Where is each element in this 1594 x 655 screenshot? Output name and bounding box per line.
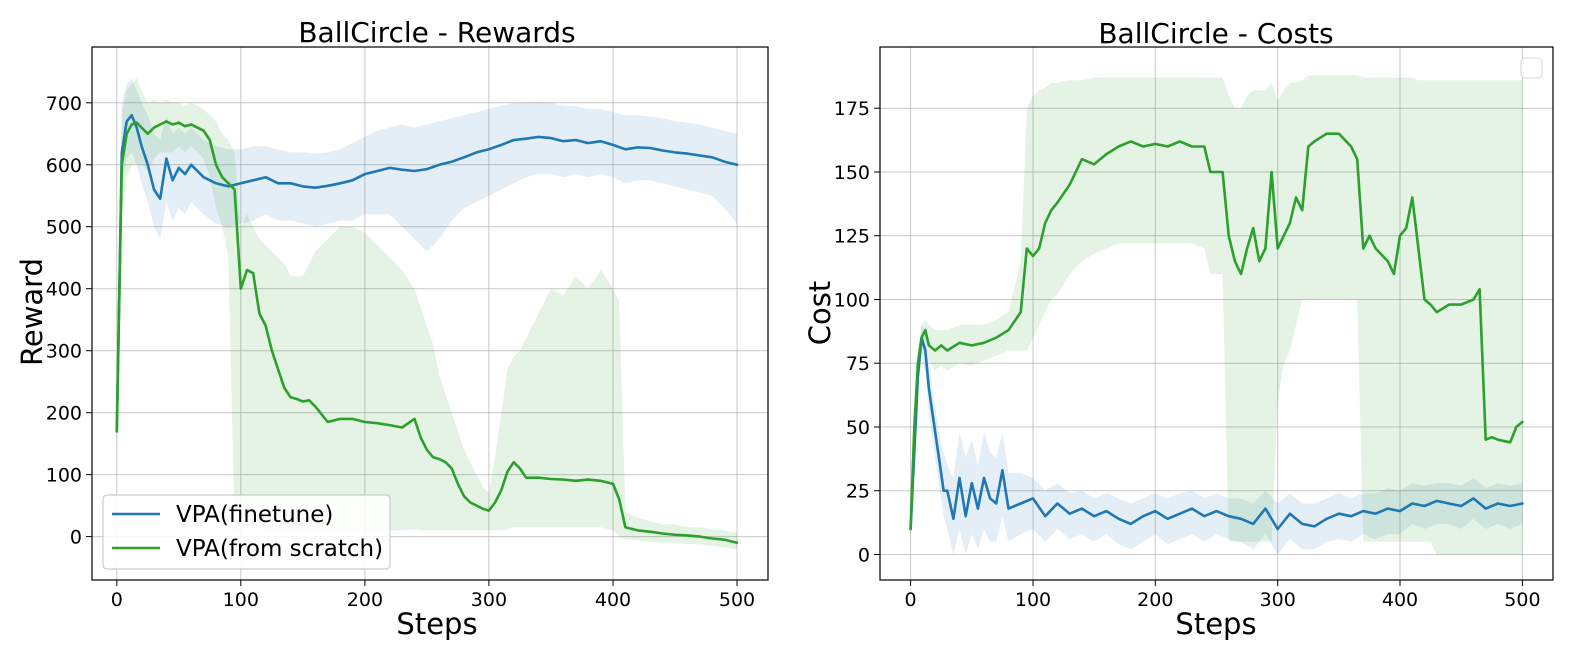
rewards-x-axis-label: Steps	[396, 607, 477, 641]
y-tick-label: 125	[834, 226, 870, 248]
x-tick-label: 100	[223, 589, 259, 611]
legend-label-scratch: VPA(from scratch)	[176, 536, 383, 562]
x-tick-label: 0	[111, 589, 123, 611]
y-tick-label: 25	[846, 481, 870, 503]
costs-x-ticks: 0 100 200 300 400 500	[905, 580, 1541, 611]
y-tick-label: 75	[846, 353, 870, 375]
y-tick-label: 700	[46, 93, 82, 115]
rewards-line-finetune	[115, 113, 739, 433]
y-tick-label: 300	[46, 341, 82, 363]
y-tick-label: 0	[70, 527, 82, 549]
y-tick-label: 500	[46, 217, 82, 239]
y-tick-label: 150	[834, 162, 870, 184]
rewards-x-ticks: 0 100 200 300 400 500	[111, 580, 755, 611]
rewards-y-axis-label: Reward	[15, 258, 49, 366]
rewards-band-finetune	[116, 78, 738, 444]
y-tick-label: 50	[846, 417, 870, 439]
y-tick-label: 175	[834, 98, 870, 120]
costs-chart: 0 100 200 300 400 500 0 25 50 75 100 125 150 175 Bal…	[803, 17, 1554, 641]
costs-empty-legend	[1520, 57, 1543, 79]
rewards-legend: VPA(finetune) VPA(from scratch)	[102, 494, 391, 570]
rewards-bands	[116, 78, 738, 549]
x-tick-label: 200	[347, 589, 383, 611]
x-tick-label: 300	[1260, 589, 1296, 611]
costs-chart-title: BallCircle - Costs	[1098, 17, 1333, 50]
y-tick-label: 100	[46, 465, 82, 487]
costs-y-axis-label: Cost	[803, 281, 837, 345]
costs-band-finetune	[910, 325, 1523, 555]
costs-bands	[910, 75, 1523, 555]
x-tick-label: 400	[1382, 589, 1418, 611]
x-tick-label: 400	[595, 589, 631, 611]
costs-plot-frame	[879, 46, 1554, 581]
rewards-band-scratch	[116, 78, 738, 549]
y-tick-label: 200	[46, 403, 82, 425]
costs-line-scratch	[909, 132, 1524, 531]
y-tick-label: 600	[46, 155, 82, 177]
x-tick-label: 300	[471, 589, 507, 611]
x-tick-label: 200	[1137, 589, 1173, 611]
x-tick-label: 500	[1504, 589, 1540, 611]
rewards-lines	[115, 113, 739, 545]
rewards-line-scratch	[115, 120, 739, 545]
rewards-chart-title: BallCircle - Rewards	[298, 16, 575, 49]
legend-box	[102, 494, 391, 570]
rewards-plot-frame	[91, 46, 769, 581]
y-tick-label: 100	[834, 290, 870, 312]
rewards-y-ticks: 0 100 200 300 400 500 600 700	[46, 93, 92, 549]
y-tick-label: 0	[858, 545, 870, 567]
costs-y-ticks: 0 25 50 75 100 125 150 175	[834, 98, 880, 567]
costs-lines	[909, 132, 1524, 531]
y-tick-label: 400	[46, 279, 82, 301]
x-tick-label: 0	[905, 589, 917, 611]
x-tick-label: 500	[719, 589, 755, 611]
x-tick-label: 100	[1015, 589, 1051, 611]
rewards-grid	[92, 47, 768, 580]
rewards-chart: 0 100 200 300 400 500 0100200300400500600700 …	[15, 16, 769, 641]
legend-label-finetune: VPA(finetune)	[176, 502, 333, 528]
costs-line-finetune	[909, 336, 1524, 531]
costs-x-axis-label: Steps	[1175, 607, 1256, 641]
